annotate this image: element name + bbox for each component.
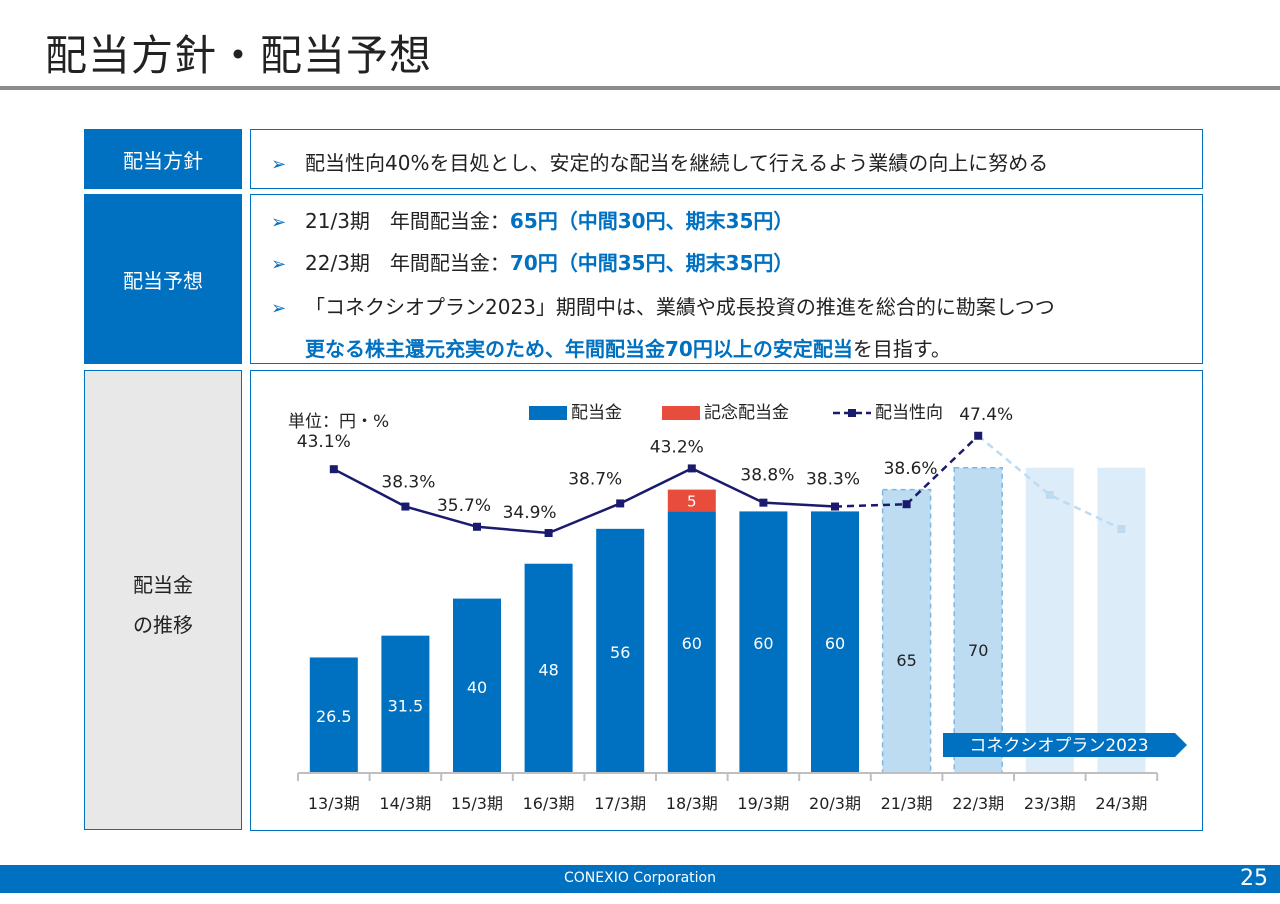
plan-arrow-label: コネクシオプラン2023 [969, 736, 1148, 756]
bar-dividend [881, 488, 932, 774]
forecast-content: ➢ 21/3期 年間配当金：65円（中間30円、期末35円） ➢ 22/3期 年間配… [250, 194, 1203, 364]
payout-line-forecast [834, 434, 980, 508]
bar-value-label: 65 [896, 651, 916, 670]
bar-dividend [953, 467, 1003, 774]
x-tick-label: 23/3期 [1024, 794, 1076, 813]
page-number: 25 [1240, 866, 1268, 891]
page-title: 配当方針・配当予想 [45, 31, 433, 80]
payout-marker-future [1117, 525, 1126, 533]
payout-label: 38.8% [740, 466, 794, 486]
bar-value-label: 40 [467, 678, 487, 697]
bar-value-label: 48 [538, 660, 558, 679]
x-tick-label: 17/3期 [594, 794, 646, 813]
payout-label: 38.3% [806, 470, 860, 490]
footer-company: CONEXIO Corporation [563, 870, 716, 886]
bar-commemorative-label: 5 [687, 493, 697, 511]
x-tick-label: 21/3期 [881, 794, 933, 813]
bar-dividend [309, 657, 358, 773]
payout-marker [759, 498, 768, 507]
forecast-21-amount: 65円（中間30円、期末35円） [509, 209, 794, 233]
bar-dividend [667, 511, 716, 773]
payout-line-future [977, 434, 1122, 531]
payout-marker [616, 499, 625, 508]
x-tick-label: 22/3期 [952, 794, 1004, 813]
forecast-line-1: ➢ 21/3期 年間配当金：65円（中間30円、期末35円） [271, 209, 794, 233]
chart-section-label-line2: の推移 [133, 613, 193, 637]
forecast-line-4: 更なる株主還元充実のため、年間配当金70円以上の安定配当を目指す。 [305, 337, 951, 361]
x-tick-label: 14/3期 [379, 794, 431, 813]
bar-value-label: 31.5 [388, 696, 424, 715]
legend-dividend-swatch [529, 406, 567, 420]
payout-marker [974, 431, 983, 440]
x-tick-label: 19/3期 [737, 794, 789, 813]
bar-dividend [453, 598, 501, 773]
arrow-bullet-icon: ➢ [271, 298, 287, 319]
payout-label: 43.1% [297, 432, 351, 452]
arrow-bullet-icon: ➢ [271, 254, 287, 275]
payout-label: 38.3% [381, 473, 435, 493]
payout-marker-future [1045, 491, 1054, 499]
chart-section-label-line1: 配当金 [133, 573, 193, 597]
legend-dividend-label: 配当金 [571, 403, 622, 423]
forecast-label: 配当予想 [84, 194, 242, 364]
forecast-line-3: ➢ 「コネクシオプラン2023」期間中は、業績や成長投資の推進を総合的に勘案しつつ [271, 295, 1055, 319]
x-tick-label: 15/3期 [451, 794, 503, 813]
payout-marker [902, 500, 911, 509]
forecast-line-2: ➢ 22/3期 年間配当金：70円（中間35円、期末35円） [271, 251, 794, 275]
policy-content: ➢ 配当性向40%を目処とし、安定的な配当を継続して行えるよう業績の向上に努める [250, 129, 1203, 189]
payout-marker [831, 502, 839, 511]
payout-marker [329, 465, 338, 474]
plan-arrow-banner [943, 733, 1187, 757]
chart-section-label: 配当金 の推移 [84, 370, 242, 830]
unit-label: 単位：円・% [288, 412, 389, 432]
policy-label: 配当方針 [84, 129, 242, 189]
bar-value-label: 70 [968, 641, 988, 660]
payout-label: 47.4% [959, 405, 1013, 425]
bar-dividend [811, 511, 859, 773]
payout-line-actual [333, 467, 836, 535]
bar-future-11 [1097, 467, 1146, 773]
payout-marker [687, 464, 696, 473]
x-tick-label: 20/3期 [809, 794, 861, 813]
bar-future-10 [1025, 467, 1074, 773]
bar-value-label: 56 [610, 643, 630, 662]
title-divider [0, 86, 1280, 90]
policy-bullet: ➢ 配当性向40%を目処とし、安定的な配当を継続して行えるよう業績の向上に努める [271, 147, 1048, 176]
x-tick-label: 24/3期 [1095, 794, 1147, 813]
bar-dividend [739, 511, 788, 773]
x-tick-label: 16/3期 [523, 794, 575, 813]
x-tick-label: 18/3期 [666, 794, 718, 813]
bar-dividend [381, 635, 430, 773]
legend-commemorative-label: 記念配当金 [704, 402, 789, 423]
bar-value-label: 60 [682, 634, 702, 653]
bar-value-label: 26.5 [316, 707, 352, 726]
bar-dividend [596, 528, 645, 773]
bar-value-label: 60 [753, 634, 773, 653]
dividend-chart: 単位：円・% 配当金 記念配当金 配当性向 26.5 31.5 40 48 56 60 60 60 65… [288, 402, 1187, 813]
bar-commemorative [667, 489, 716, 512]
legend-commemorative-swatch [662, 406, 700, 420]
chart-panel: 単位：円・% 配当金 記念配当金 配当性向 26.5 31.5 40 48 56 60 60 60 65… [250, 370, 1203, 831]
payout-marker [401, 502, 410, 511]
policy-text: 配当性向40%を目処とし、安定的な配当を継続して行えるよう業績の向上に努める [305, 151, 1049, 175]
arrow-bullet-icon: ➢ [271, 212, 287, 233]
forecast-22-amount: 70円（中間35円、期末35円） [509, 251, 794, 275]
payout-marker [473, 522, 481, 531]
payout-label: 38.6% [884, 459, 938, 479]
bar-value-label: 60 [825, 634, 845, 653]
payout-marker [544, 529, 553, 537]
arrow-bullet-icon: ➢ [271, 154, 287, 175]
x-tick-label: 13/3期 [308, 794, 360, 813]
legend-payout-marker [848, 409, 856, 417]
payout-label: 38.7% [568, 469, 622, 489]
bar-dividend [524, 563, 573, 773]
payout-label: 43.2% [650, 437, 704, 457]
footer-bar: CONEXIO Corporation 25 [0, 865, 1280, 893]
payout-label: 35.7% [437, 496, 491, 516]
payout-label: 34.9% [503, 503, 557, 523]
legend-payout-label: 配当性向 [875, 403, 943, 423]
